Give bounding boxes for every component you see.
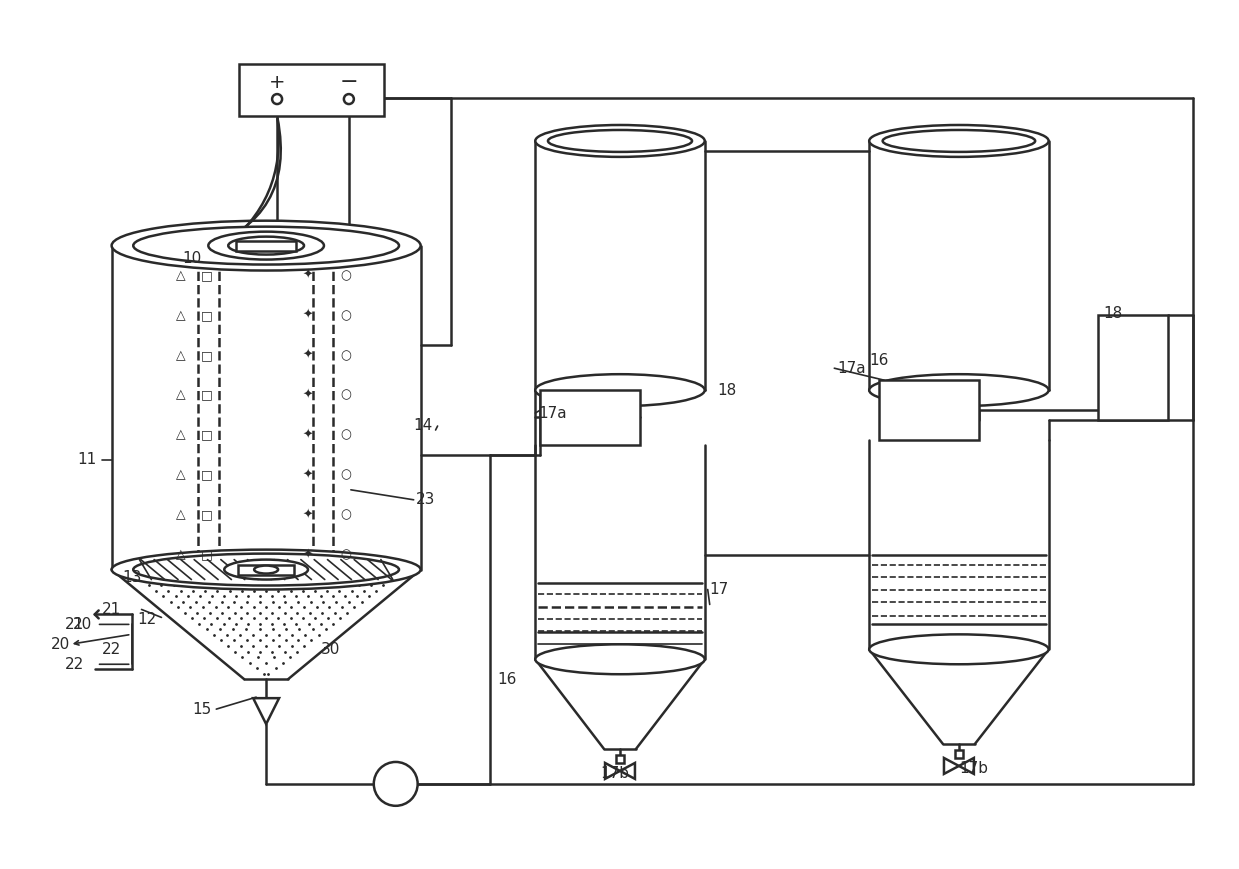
Text: □: □ [201,428,212,441]
Polygon shape [605,763,620,779]
Text: ✦: ✦ [302,269,313,282]
Text: ○: ○ [341,508,352,521]
Text: 20: 20 [51,637,69,652]
Text: 17a: 17a [538,406,567,421]
Text: ✦: ✦ [302,548,313,561]
Text: △: △ [176,348,185,362]
Text: +: + [269,73,285,91]
Text: △: △ [176,548,185,561]
Text: 15: 15 [192,701,212,717]
Ellipse shape [374,762,418,806]
Text: ○: ○ [341,348,352,362]
Text: ✦: ✦ [302,508,313,521]
Bar [880,380,979,440]
Text: 16: 16 [497,672,517,687]
Ellipse shape [224,560,309,580]
Text: −: − [339,72,358,92]
Text: ○: ○ [341,468,352,481]
Text: 14: 14 [414,417,432,433]
Bar [540,390,639,445]
Text: △: △ [176,269,185,282]
Text: △: △ [176,428,185,441]
Text: 16: 16 [870,353,890,368]
Text: 22: 22 [103,642,121,657]
Text: □: □ [201,348,212,362]
Text: ○: ○ [341,308,352,322]
Text: □: □ [201,548,212,561]
Bar [239,64,384,116]
Polygon shape [253,698,279,724]
Ellipse shape [112,549,420,589]
Polygon shape [620,763,634,779]
Bar [1099,315,1168,420]
Ellipse shape [273,94,282,104]
Text: △: △ [176,388,185,401]
Text: △: △ [176,508,185,521]
Text: 10: 10 [182,251,202,266]
Ellipse shape [228,236,304,255]
Text: ○: ○ [341,269,352,282]
Text: ✦: ✦ [302,468,313,481]
Ellipse shape [112,221,420,270]
Text: ✦: ✦ [302,308,313,322]
Text: 18: 18 [717,382,737,398]
Text: ✦: ✦ [302,428,313,441]
Ellipse shape [535,644,705,674]
Ellipse shape [870,634,1048,664]
Ellipse shape [548,130,693,152]
Polygon shape [944,758,959,774]
Ellipse shape [535,125,705,157]
Text: 12: 12 [138,612,156,627]
Bar [616,755,624,763]
Ellipse shape [535,375,705,406]
Text: ✦: ✦ [302,348,313,362]
Text: 11: 11 [77,453,97,468]
Text: ○: ○ [341,548,352,561]
Ellipse shape [870,375,1048,406]
Text: □: □ [201,269,212,282]
Text: △: △ [176,308,185,322]
Bar [238,565,294,574]
Text: ✦: ✦ [302,388,313,401]
Text: ○: ○ [341,428,352,441]
Text: 21: 21 [64,617,84,632]
Ellipse shape [208,232,323,260]
Text: 21: 21 [103,602,121,617]
Text: 17a: 17a [838,361,866,375]
Text: 30: 30 [321,642,341,657]
Bar [237,241,296,250]
Text: 17: 17 [710,582,729,597]
Text: ○: ○ [341,388,352,401]
Text: □: □ [201,388,212,401]
Text: □: □ [201,508,212,521]
Text: 20: 20 [72,617,92,632]
Ellipse shape [134,227,399,264]
Text: 13: 13 [123,570,141,585]
Text: 17b: 17b [959,761,987,776]
Ellipse shape [254,566,278,574]
Text: 23: 23 [415,493,435,507]
Ellipse shape [882,130,1035,152]
Text: 18: 18 [1104,306,1123,321]
Text: △: △ [176,468,185,481]
Ellipse shape [344,94,354,104]
Ellipse shape [870,125,1048,157]
Text: □: □ [201,468,212,481]
Ellipse shape [134,554,399,586]
Text: 22: 22 [64,657,84,672]
Text: □: □ [201,308,212,322]
Text: 17b: 17b [601,766,629,781]
Polygon shape [959,758,974,774]
Bar [955,750,963,758]
